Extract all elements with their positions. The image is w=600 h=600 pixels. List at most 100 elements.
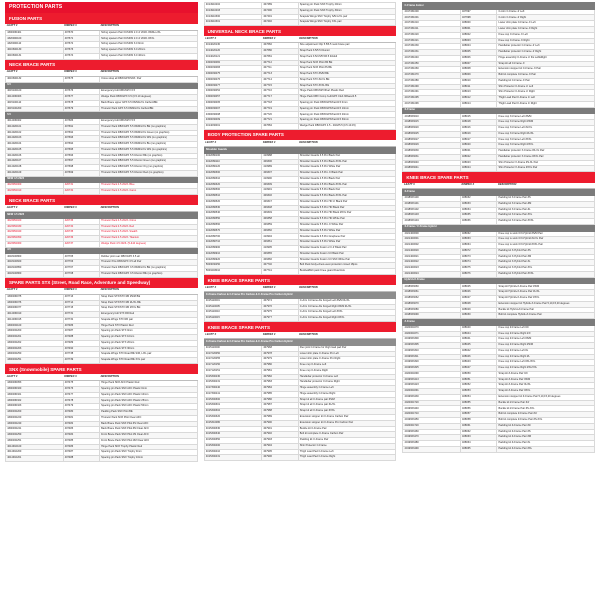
col-header-description: DESCRIPTION (99, 374, 198, 382)
group-label: Z-Frame (402, 318, 596, 326)
col-header-description: DESCRIPTION (99, 205, 198, 213)
section-header-table: SNX (Snowmobile) SPARE PARTS (5, 363, 198, 375)
table-row[interactable]: 4023052060 420737 Wedge Pack 4.5 2023- (5 … (5, 240, 198, 248)
section-subbanner: KNEE BRACE SPARE PARTS (203, 321, 397, 333)
table-row[interactable]: 4015300431 407996 Thigh Load Pad C-Frame R… (203, 454, 397, 462)
cell-kimpex: 407492 (261, 19, 299, 27)
table-row[interactable]: 4016600132 407675 Cross strap all DBX/GPX/… (5, 75, 198, 83)
col-header-leatt: LEATT # (5, 23, 63, 31)
group-label: C-Frame Carbon & C-Frame Pro Carbon & C-… (203, 338, 397, 346)
table-row[interactable]: 4017331031 408005 Handlebar protector C-Fr… (402, 49, 596, 56)
table-row[interactable]: 4021400620 408072 Padding kit X-Hybrid Pai… (402, 247, 596, 255)
table-row[interactable]: 4022080530 409348 Shoulder Guards 5.5 Pro … (203, 204, 397, 212)
cell-leatt: 4014910201 (5, 455, 64, 462)
table-column-headers: LEATT # KIMPEX # DESCRIPTION (5, 287, 198, 295)
col-header-description: DESCRIPTION (298, 285, 396, 293)
section-header-table: PROTECTION PARTS (5, 1, 198, 14)
cell-description: Cross strap all DBX/GPX/SNX. Pair (98, 75, 198, 83)
cell-description: Thoracic Pack DBX/GPX 3.5 #Junior Blk (n… (98, 270, 198, 278)
table-row[interactable]: 4023052010 420732 Thoracic Pack 4.5 2023- … (5, 188, 198, 195)
table-column-headers: LEATT # KIMPEX # DESCRIPTION (5, 374, 198, 382)
table-row[interactable]: 4300032240 407482 Back Brace Pack SNX Pilo… (5, 420, 198, 428)
cell-kimpex: 408030 (459, 312, 498, 320)
table-row[interactable]: 4017300240 407984 Hinge assembly C-Frame L… (203, 385, 397, 392)
cell-description: Padding kit X-Hybrid Pair #XXL (496, 270, 596, 278)
group-label: 5.5 (5, 111, 198, 120)
section-header-table: KNEE BRACE SPARE PARTS (402, 172, 596, 183)
table-row[interactable]: 4300032100 407486 Hinge Pack STX Plastic R… (5, 322, 198, 330)
table-row[interactable]: 4014910301 407492 Scapula Wings SNX Trophy… (203, 19, 397, 27)
cell-leatt: 4016600131 (5, 52, 64, 60)
table-row[interactable]: 4017331096 408014 Thigh Load Pad C-Frame J… (402, 100, 596, 108)
table-row[interactable]: 4014910201 407488 Spacing pin Pack SNX Tro… (5, 455, 198, 462)
table-row[interactable]: 4014030001 407684 Wedge Pack DBX/GPX 4.5 -… (203, 123, 397, 130)
table-row[interactable]: 4018663090 408030 Bolt kit complete Hybrid… (402, 312, 596, 320)
table-row[interactable]: 4022080510 409346 Shoulder Guards 5.5 Pro … (203, 193, 397, 200)
cell-description: Thigh Load Pad C-Frame Right (297, 454, 397, 462)
parts-table: LEATT # KIMPEX # DESCRIPTION Shoulder Guard… (203, 140, 397, 275)
cell-kimpex: 407977 (261, 315, 299, 322)
cell-description: Sizing spacers Pair FUSION 3.0 40mm (98, 52, 198, 60)
group-label: Shoulder Guards (203, 146, 397, 154)
table-row[interactable]: 4300030057 407717 Hinge Pack DBX Comp 3+4/… (203, 94, 397, 101)
section-subbanner: SPARE PARTS STX (Street, Road Race, Adve… (5, 277, 198, 288)
cell-description: Shin Protector X-Frame #XXL Pair (496, 165, 596, 173)
group-header-row: X-Frame / C-Frame Hybrid (402, 223, 596, 232)
group-header-row: C-Frame Junior (402, 2, 596, 10)
table-row[interactable]: 4022080570 409360 Shoulder Guards 5.5 Pro … (203, 227, 397, 235)
table-row[interactable]: 4019663490 408065 Padding kit Z-Frame Pair… (402, 445, 596, 453)
table-column-headers: LEATT # KIMPEX # DESCRIPTION (204, 140, 396, 148)
section-subbanner: FUSION PARTS (5, 13, 198, 24)
parts-table: LEATT # KIMPEX # DESCRIPTION 4300030401 4076… (5, 23, 198, 60)
cell-leatt: 5003403010 (203, 268, 263, 275)
table-row[interactable]: 4015110015 407977 C-Arm C-Frame Alu Forged… (203, 315, 397, 322)
table-row[interactable]: 4015110005 407976 C-Arm C-Frame Alu Forged… (203, 303, 397, 311)
cell-description: Thoracic Pack DBX/GPX 5.5 #Junior Red (n… (98, 169, 198, 177)
col-header-description: DESCRIPTION (99, 23, 198, 31)
cell-description: Scapula Wings SNX Trophy XXL pair (297, 19, 397, 27)
parts-table: LEATT # KIMPEX # DESCRIPTION 4300030053 4074… (5, 374, 198, 462)
group-label: X-Frame / C-Frame Hybrid (402, 223, 596, 232)
cell-leatt: 4018663041 (402, 165, 461, 173)
table-row[interactable]: 4018663104 408036 Padding kit X-Frame Pair… (402, 218, 596, 225)
section-header-table: NECK BRACE PARTS (5, 194, 198, 206)
table-row[interactable]: 4018663015 408018 Knee cup X-Frame Right #… (402, 119, 596, 126)
cell-description: Thoracic Pack GPX 6.5 #S/M/L/XL Carbon/B… (98, 105, 198, 113)
section-subbanner: KNEE BRACE SPARE PARTS (203, 274, 397, 286)
parts-table: LEATT # KIMPEX # DESCRIPTION 4300030075 4077… (5, 287, 198, 364)
cell-kimpex: 407679 (62, 105, 100, 113)
group-label: C-Frame Junior (402, 2, 596, 10)
section-title: NECK BRACE PARTS (5, 59, 198, 70)
table-row[interactable]: 4300032251 407739 Scapula Wings STX Road B… (5, 357, 198, 364)
col-header-leatt: LEATT # (402, 182, 461, 190)
col-header-leatt: LEATT # (5, 287, 63, 295)
section-title: PROTECTION PARTS (5, 1, 198, 14)
cell-leatt: 4015110015 (203, 315, 263, 322)
table-row[interactable]: 4015100200 407679 Thoracic Pack GPX 6.5 #S… (5, 105, 198, 113)
section-header-table: NECK BRACE PARTS (5, 59, 198, 70)
section-title: SPARE PARTS STX (Street, Road Race, Adve… (5, 277, 198, 288)
table-row[interactable]: 4018663041 408024 Shin Protector X-Frame #… (402, 165, 596, 173)
cell-kimpex: 407996 (261, 454, 299, 462)
cell-description: C-Arm C-Frame Alu Forged Right #XXL (297, 315, 397, 322)
cell-leatt: 4023052010 (5, 188, 64, 195)
table-column-headers: LEATT # KIMPEX # DESCRIPTION (5, 69, 198, 77)
section-title: NECK BRACE PARTS (5, 194, 198, 206)
col-header-kimpex: KIMPEX # (261, 285, 299, 293)
table-row[interactable]: 4015300400 407994 Shin Protector C-Frame (203, 442, 397, 450)
table-row[interactable]: 4014020109 407699 Thoracic Pack DBX/GPX 5.… (5, 169, 198, 177)
table-row[interactable]: 4021400624 408076 Padding kit X-Hybrid Pai… (402, 270, 596, 278)
cell-kimpex: 407699 (62, 169, 100, 177)
col-header-description: DESCRIPTION (99, 287, 198, 295)
col-header-leatt: LEATT # (5, 374, 63, 382)
table-row[interactable]: 5003403010 407741 Buckle&Bolt pack Knee gu… (203, 268, 397, 275)
cell-kimpex: 408076 (459, 270, 498, 278)
table-row[interactable]: 4016600131 407674 Sizing spacers Pair FUSI… (5, 52, 198, 60)
col-header-kimpex: KIMPEX # (63, 205, 100, 213)
group-header-row: X-Frame (402, 188, 596, 197)
section-subbanner: SNX (Snowmobile) SPARE PARTS (5, 363, 198, 375)
section-title: KNEE BRACE SPARE PARTS (203, 321, 397, 333)
col-header-kimpex: KIMPEX # (63, 23, 100, 31)
table-row[interactable]: 4014030015 407732 Scapula Wings STX RR pai… (5, 316, 198, 324)
table-row[interactable]: 4018100860 407708 Thoracic Pack DBX/GPX 3.… (5, 270, 198, 278)
